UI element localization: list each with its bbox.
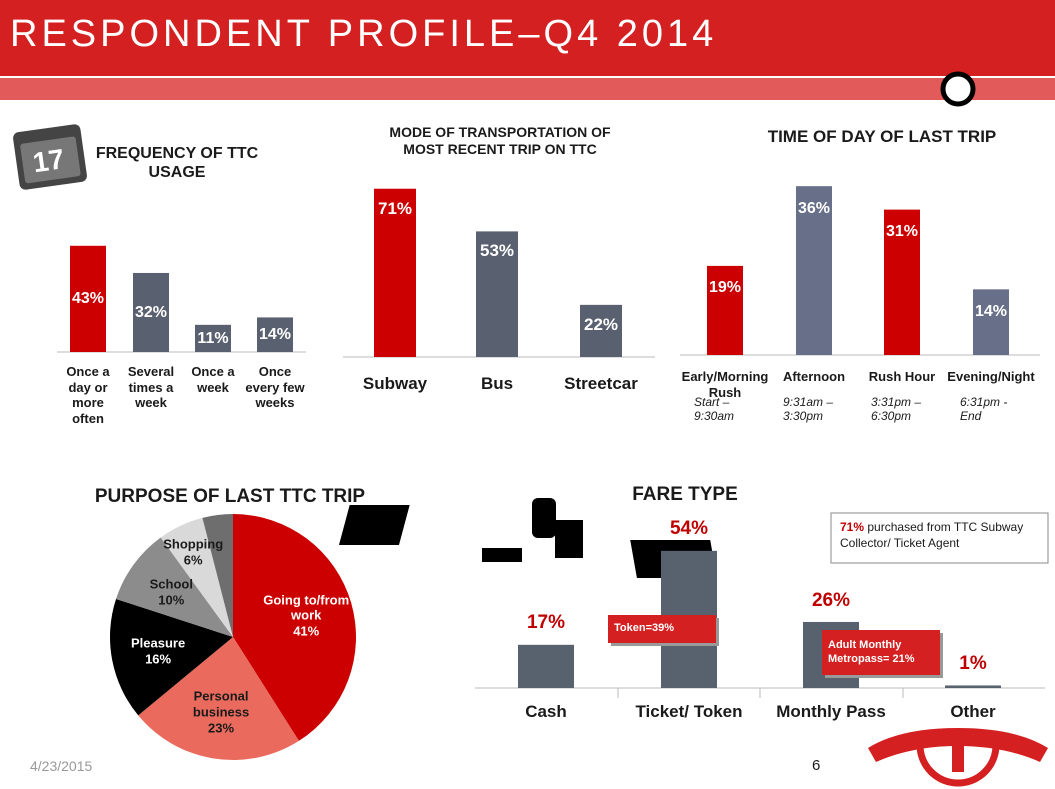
chart-title: TIME OF DAY OF LAST TRIP [767,127,997,146]
value-label: 26% [811,589,851,611]
svg-text:17: 17 [31,143,66,178]
x-tick-label: Once every few weeks [245,364,305,411]
x-tick-label: Early/Morning Rush [681,369,769,400]
slice-category: School [149,576,193,592]
value-label: 54% [669,518,709,540]
x-tick-label: Afternoon [782,369,846,384]
x-tick-sublabel: 6:31pm - End [960,395,1008,424]
slice-category: Pleasure [130,635,186,651]
value-label: 53% [479,241,515,261]
header-band [0,0,1055,76]
pie-slice [138,637,299,761]
pie-slice [202,514,233,637]
x-tick-label: Streetcar [564,374,638,393]
x-tick-label: Ticket/ Token [635,702,743,721]
bar [518,644,574,688]
slice-label: School 10% [126,577,216,608]
x-tick-label: Subway [362,374,428,393]
x-tick-sublabel: Start – 9:30am [694,395,735,424]
value-label: 1% [959,653,987,675]
chart-title: PURPOSE OF LAST TTC TRIP [94,486,366,507]
note-highlight: 71% [840,520,865,534]
bar [257,317,293,352]
slice-value: 16% [145,651,172,667]
annotation-box [822,630,940,675]
value-label: 14% [258,326,292,344]
bar [707,265,743,355]
slice-label: Going to/from work 41% [261,592,351,639]
slice-label: Shopping 6% [148,537,238,568]
value-label: 71% [377,198,413,218]
slice-label: Personal business 23% [176,689,266,736]
x-tick-label: Evening/Night [947,369,1035,384]
bar [973,289,1009,355]
value-label: 22% [583,314,619,334]
page-number: 6 [812,757,821,774]
bar [476,231,518,357]
x-tick-label: Bus [480,374,514,393]
ttc-logo [868,728,1048,787]
pie-slice [160,517,233,637]
chart-title: FARE TYPE [632,484,738,505]
x-tick-label: Once a day or more often [66,364,110,426]
value-label: 19% [708,279,742,297]
slice-category: Shopping [163,536,224,552]
value-label: 11% [197,329,229,347]
value-label: 17% [526,612,566,634]
header-stripe [0,78,1055,100]
value-label: 43% [71,290,105,308]
x-tick-label: Rush Hour [868,369,936,384]
value-label: 31% [885,223,919,240]
note-box [830,512,1049,564]
slide-title: RESPONDENT PROFILE–Q4 2014 [10,13,718,55]
x-tick-label: Several times a week [127,364,175,411]
chart-title: MODE OF TRANSPORTATION OF MOST RECENT TR… [389,124,611,157]
pie-slice [233,514,356,741]
x-tick-sublabel: 3:31pm – 6:30pm [871,395,922,424]
value-label: 32% [134,303,168,321]
note: 71% purchased from TTC Subway Collector/… [840,519,1045,551]
x-tick-label: Once a week [191,364,235,395]
slice-category: Personal business [192,688,250,720]
bar [133,272,169,352]
bar [945,685,1001,688]
calendar-icon: 17 [13,124,87,190]
x-tick-label: Cash [525,702,567,721]
annotation-box [608,615,716,643]
slice-value: 10% [158,592,185,608]
note-text: purchased from TTC Subway Collector/ Tic… [840,520,1024,551]
header-circle [940,71,976,107]
slice-value: 23% [208,720,235,736]
annotation: Adult Monthly Metropass= 21% [828,639,915,665]
bar [70,245,106,352]
x-tick-label: Other [950,702,996,721]
slice-value: 6% [183,552,203,568]
pie-slice [116,537,233,637]
bar [884,209,920,355]
slide-date: 4/23/2015 [30,758,93,774]
x-tick-label: Monthly Pass [776,702,886,721]
bar [195,324,231,352]
slice-label: Pleasure 16% [113,636,203,667]
x-tick-sublabel: 9:31am – 3:30pm [783,395,834,424]
value-label: 36% [797,199,831,217]
bar [580,304,622,357]
annotation: Token=39% [614,622,675,635]
pie-slice [109,598,233,716]
value-label: 14% [974,302,1008,320]
bar [374,188,416,357]
slice-value: 41% [293,623,320,639]
slice-category: Going to/from work [263,592,350,623]
chart-title: FREQUENCY OF TTC USAGE [95,145,259,182]
bar [796,186,832,355]
